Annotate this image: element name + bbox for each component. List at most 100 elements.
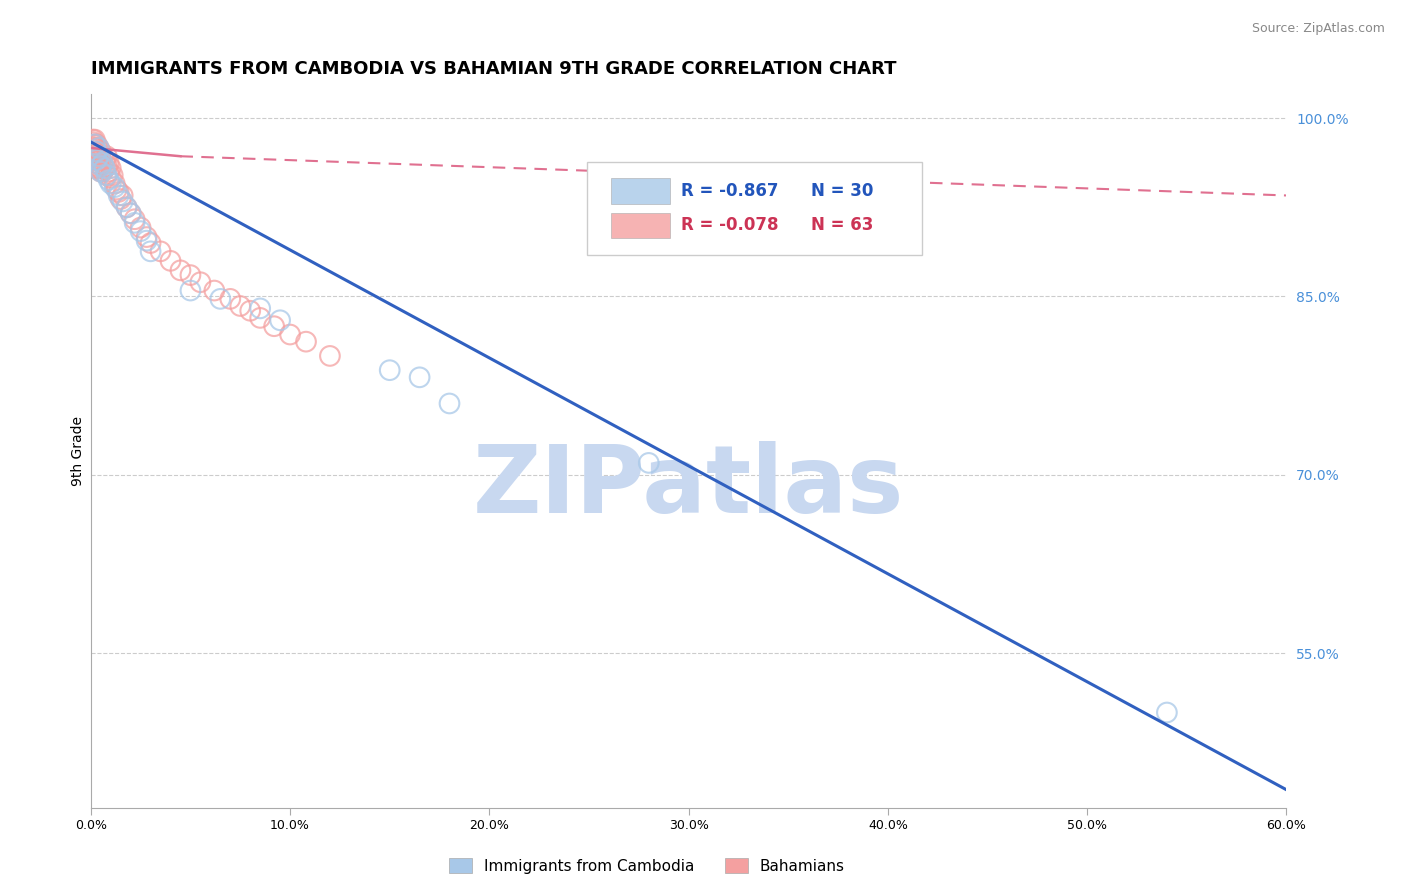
Point [278,327,301,342]
Point [82,137,104,152]
Point [83,159,105,173]
Point [120,206,142,220]
Point [86,153,108,167]
Point [86,156,108,170]
Point [87,153,110,167]
Point [82,133,104,147]
Point [129,220,152,235]
Point [1156,706,1178,720]
Point [135,234,157,248]
Point [408,370,430,384]
Point [135,230,157,244]
Point [378,363,401,377]
Text: R = -0.867: R = -0.867 [682,182,779,200]
Point [169,263,191,277]
FancyBboxPatch shape [612,212,669,238]
Point [87,161,110,175]
Point [93,153,115,167]
Point [202,284,225,298]
Y-axis label: 9th Grade: 9th Grade [72,416,86,486]
Point [90,145,112,159]
Point [83,149,105,163]
Point [90,153,112,167]
Point [120,206,142,220]
Point [209,292,232,306]
Point [269,313,291,327]
Point [105,182,128,196]
Point [90,159,112,173]
Point [115,200,138,214]
Point [93,161,115,175]
Point [96,168,118,182]
Point [93,161,115,175]
Legend: Immigrants from Cambodia, Bahamians: Immigrants from Cambodia, Bahamians [443,852,851,880]
Point [159,253,181,268]
Point [97,164,120,178]
Point [263,319,285,334]
Point [82,139,104,153]
Point [90,159,112,173]
Point [100,177,122,191]
Point [100,170,122,185]
Point [637,456,659,470]
Point [87,149,110,163]
Point [439,396,461,410]
Point [87,146,110,161]
Point [190,275,212,289]
Point [91,149,114,163]
Text: IMMIGRANTS FROM CAMBODIA VS BAHAMIAN 9TH GRADE CORRELATION CHART: IMMIGRANTS FROM CAMBODIA VS BAHAMIAN 9TH… [91,60,896,78]
Point [124,216,146,230]
Point [83,145,105,159]
Point [83,137,105,152]
Point [100,161,122,175]
Point [110,192,132,206]
Point [107,185,129,199]
FancyBboxPatch shape [612,178,669,203]
Point [97,173,120,187]
Point [83,137,105,152]
Point [83,141,105,155]
Point [219,292,242,306]
Text: ZIPatlas: ZIPatlas [472,441,904,533]
Point [111,194,134,209]
Point [115,200,138,214]
Point [96,149,118,163]
Point [319,349,342,363]
Point [83,153,105,167]
Point [86,161,108,175]
Point [179,284,201,298]
Point [139,235,162,250]
Point [90,164,112,178]
Point [91,156,114,170]
Point [86,149,108,163]
Point [111,188,134,202]
Text: Source: ZipAtlas.com: Source: ZipAtlas.com [1251,22,1385,36]
Point [86,145,108,159]
Point [90,164,112,178]
Point [91,164,114,178]
Point [295,334,318,349]
Point [249,301,271,316]
Point [104,180,127,194]
Point [87,141,110,155]
Point [96,168,118,182]
Point [91,156,114,170]
Point [83,133,105,147]
Point [82,135,104,149]
Point [107,188,129,202]
Point [86,145,108,159]
Point [129,224,152,238]
Point [239,303,262,318]
Point [139,244,162,259]
Text: R = -0.078: R = -0.078 [682,217,779,235]
Text: N = 63: N = 63 [811,217,873,235]
Point [101,168,124,182]
Point [179,268,201,282]
Point [229,299,252,313]
Point [86,137,108,152]
Point [249,310,271,325]
Point [149,244,172,259]
Point [87,141,110,155]
Point [96,159,118,173]
Text: N = 30: N = 30 [811,182,873,200]
